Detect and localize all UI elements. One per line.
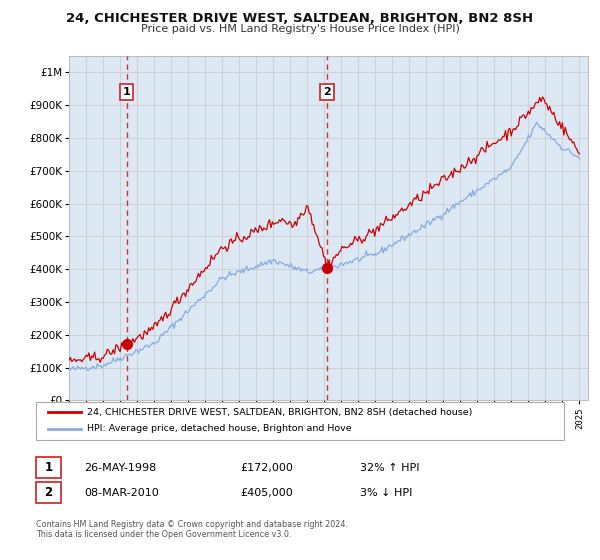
Text: HPI: Average price, detached house, Brighton and Hove: HPI: Average price, detached house, Brig… <box>87 424 352 433</box>
Text: 2: 2 <box>44 486 53 500</box>
Text: 24, CHICHESTER DRIVE WEST, SALTDEAN, BRIGHTON, BN2 8SH (detached house): 24, CHICHESTER DRIVE WEST, SALTDEAN, BRI… <box>87 408 472 417</box>
Text: 26-MAY-1998: 26-MAY-1998 <box>84 463 156 473</box>
Text: £172,000: £172,000 <box>240 463 293 473</box>
Text: Price paid vs. HM Land Registry's House Price Index (HPI): Price paid vs. HM Land Registry's House … <box>140 24 460 34</box>
Text: 32% ↑ HPI: 32% ↑ HPI <box>360 463 419 473</box>
Text: 24, CHICHESTER DRIVE WEST, SALTDEAN, BRIGHTON, BN2 8SH: 24, CHICHESTER DRIVE WEST, SALTDEAN, BRI… <box>67 12 533 25</box>
Text: 3% ↓ HPI: 3% ↓ HPI <box>360 488 412 498</box>
Text: 2: 2 <box>323 87 331 97</box>
Text: 1: 1 <box>122 87 130 97</box>
Text: Contains HM Land Registry data © Crown copyright and database right 2024.
This d: Contains HM Land Registry data © Crown c… <box>36 520 348 539</box>
Text: £405,000: £405,000 <box>240 488 293 498</box>
Text: 1: 1 <box>44 461 53 474</box>
Text: 08-MAR-2010: 08-MAR-2010 <box>84 488 159 498</box>
